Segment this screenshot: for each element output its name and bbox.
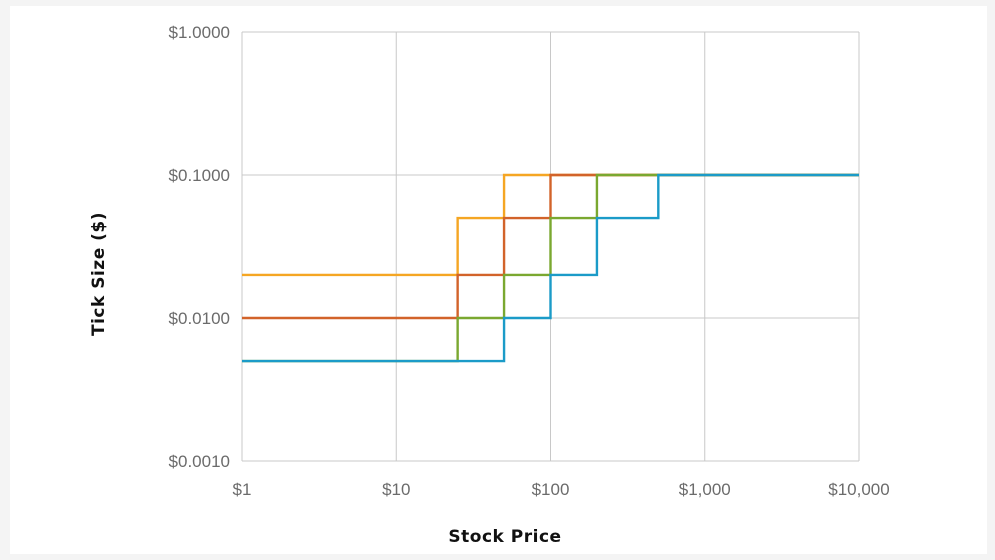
y-tick-labels: $0.0010 $0.0100 $0.1000 $1.0000 xyxy=(169,23,230,471)
series-layer xyxy=(242,173,859,363)
x-tick-label: $10 xyxy=(382,480,410,499)
x-tick-label: $1 xyxy=(233,480,252,499)
y-tick-label: $0.0010 xyxy=(169,452,230,471)
y-tick-label: $0.1000 xyxy=(169,166,230,185)
x-tick-label: $100 xyxy=(532,480,570,499)
x-tick-label: $1,000 xyxy=(679,480,731,499)
x-tick-label: $10,000 xyxy=(828,480,889,499)
series-line-3 xyxy=(242,173,859,363)
x-tick-labels: $1 $10 $100 $1,000 $10,000 xyxy=(233,480,890,499)
y-tick-label: $0.0100 xyxy=(169,309,230,328)
x-axis-title: Stock Price xyxy=(448,527,561,547)
y-axis-title: Tick Size ($) xyxy=(89,212,109,336)
series-line-4 xyxy=(242,173,859,363)
series-line-2 xyxy=(242,173,859,320)
tick-size-chart: $0.0010$0.0100$0.1000$1.0000 $1 $10 $100 $1… xyxy=(89,23,890,547)
chart-container: $0.0010 $0.0100 $0.1000 $1.0000 $1 $10 $100 $1… xyxy=(10,6,987,554)
y-tick-label: $1.0000 xyxy=(169,23,230,42)
